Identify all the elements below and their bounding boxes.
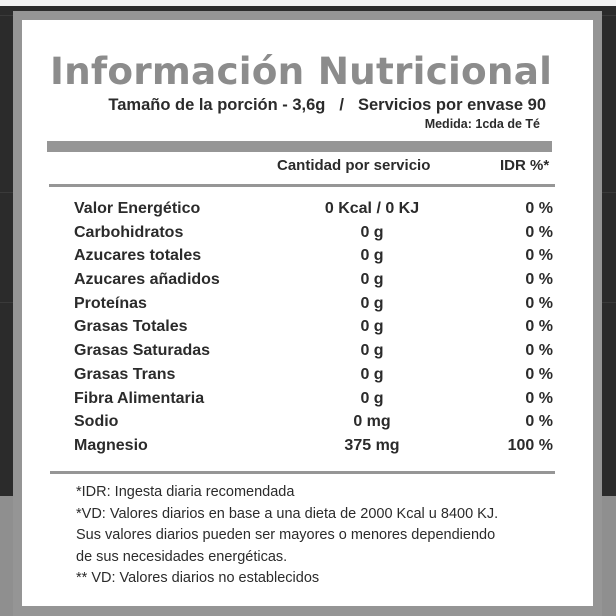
- nutrient-name: Azucares totales: [74, 247, 202, 265]
- footnote: *VD: Valores diarios en base a una dieta…: [76, 505, 499, 522]
- footnote: *IDR: Ingesta diaria recomendada: [76, 484, 295, 500]
- nutrient-amount: 0 g: [360, 294, 384, 312]
- table-row: Grasas Trans 0 g 0 %: [22, 366, 593, 390]
- nutrient-amount: 0 Kcal / 0 KJ: [324, 200, 420, 217]
- header-idr: IDR %*: [500, 157, 550, 174]
- nutrient-idr: 0 %: [525, 271, 553, 289]
- header-amount: Cantidad por servicio: [277, 157, 431, 174]
- nutrient-name: Grasas Trans: [74, 365, 176, 383]
- nutrient-name: Grasas Totales: [74, 318, 188, 336]
- footnote: ** VD: Valores diarios no establecidos: [76, 570, 320, 587]
- nutrient-idr: 100 %: [507, 436, 553, 454]
- serving-info: Tamaño de la porción - 3,6g / Servicios po…: [70, 96, 546, 115]
- nutrition-label: Información Nutricional Tamaño de la por…: [22, 20, 593, 606]
- nutrient-idr: 0 %: [525, 413, 553, 431]
- footnote: Sus valores diarios pueden ser mayores o…: [76, 527, 496, 544]
- nutrient-name: Grasas Saturadas: [74, 342, 211, 360]
- table-row: Carbohidratos 0 g 0 %: [22, 224, 593, 248]
- label-title: Información Nutricional: [50, 50, 553, 93]
- nutrient-name: Valor Energético: [74, 200, 201, 217]
- nutrient-amount: 0 g: [360, 342, 384, 360]
- serving-separator: /: [339, 96, 344, 114]
- top-strip: [0, 0, 616, 6]
- table-row: Sodio 0 mg 0 %: [22, 413, 593, 437]
- nutrient-name: Magnesio: [74, 436, 148, 454]
- table-row: Proteínas 0 g 0 %: [22, 295, 593, 319]
- nutrient-idr: 0 %: [525, 318, 553, 336]
- nutrient-idr: 0 %: [525, 342, 553, 360]
- nutrient-amount: 375 mg: [344, 436, 400, 454]
- nutrient-table: Valor Energético 0 Kcal / 0 KJ 0 % Carbo…: [22, 200, 593, 461]
- servings-per-container: Servicios por envase 90: [357, 96, 546, 114]
- table-row: Fibra Alimentaria 0 g 0 %: [22, 390, 593, 414]
- nutrient-amount: 0 g: [360, 318, 384, 336]
- nutrient-amount: 0 mg: [353, 413, 391, 431]
- nutrient-name: Proteínas: [74, 294, 147, 312]
- thick-divider: [47, 141, 552, 152]
- nutrient-idr: 0 %: [525, 200, 553, 217]
- nutrient-name: Fibra Alimentaria: [74, 389, 205, 407]
- nutrient-name: Sodio: [74, 413, 119, 431]
- table-row: Grasas Saturadas 0 g 0 %: [22, 342, 593, 366]
- nutrient-name: Carbohidratos: [74, 223, 184, 241]
- nutrient-idr: 0 %: [525, 365, 553, 383]
- nutrient-amount: 0 g: [360, 271, 384, 289]
- portion-size: Tamaño de la porción - 3,6g: [108, 96, 326, 114]
- nutrient-idr: 0 %: [525, 247, 553, 265]
- nutrient-name: Azucares añadidos: [74, 271, 220, 289]
- nutrient-amount: 0 g: [360, 389, 384, 407]
- header-divider: [49, 184, 555, 187]
- measure-info: Medida: 1cda de Té: [424, 117, 540, 131]
- table-row: Magnesio 375 mg 100 %: [22, 437, 593, 461]
- table-row: Azucares totales 0 g 0 %: [22, 247, 593, 271]
- nutrient-amount: 0 g: [360, 365, 384, 383]
- table-row: Azucares añadidos 0 g 0 %: [22, 271, 593, 295]
- table-row: Grasas Totales 0 g 0 %: [22, 318, 593, 342]
- nutrient-amount: 0 g: [360, 247, 384, 265]
- footnote: de sus necesidades energéticas.: [76, 548, 288, 565]
- nutrient-idr: 0 %: [525, 294, 553, 312]
- footnotes: *IDR: Ingesta diaria recomendada *VD: Va…: [76, 484, 596, 592]
- table-row: Valor Energético 0 Kcal / 0 KJ 0 %: [22, 200, 593, 224]
- nutrient-idr: 0 %: [525, 223, 553, 241]
- bottom-divider: [50, 471, 555, 474]
- nutrient-idr: 0 %: [525, 389, 553, 407]
- nutrient-amount: 0 g: [360, 223, 384, 241]
